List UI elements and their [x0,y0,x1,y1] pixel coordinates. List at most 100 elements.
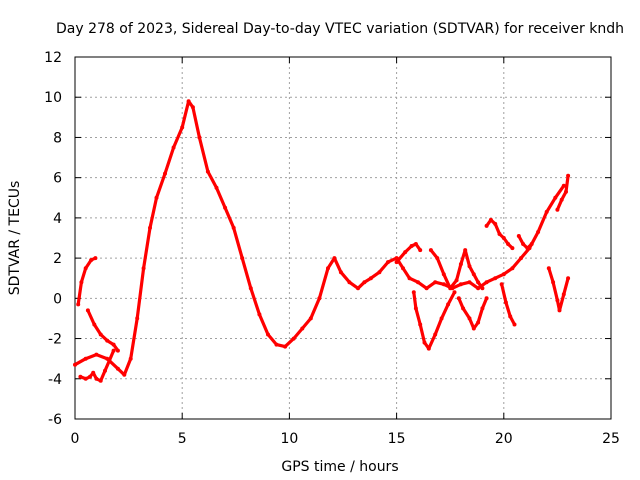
data-point [190,105,195,110]
data-point [89,258,94,263]
data-point [551,280,556,285]
data-point [266,332,270,337]
data-point [308,316,313,321]
data-point [332,256,337,261]
data-point [409,244,414,248]
data-point [94,352,99,357]
data-point [439,316,444,321]
data-point [283,344,288,349]
data-point [407,276,412,281]
data-point [501,272,506,277]
data-point [484,280,489,285]
data-point [107,358,112,363]
data-point [197,135,202,140]
data-point [476,320,481,325]
data-point [83,266,88,271]
data-point [76,302,81,307]
data-point [91,370,96,375]
data-point [544,209,549,214]
data-point [428,248,433,253]
data-point [362,280,367,285]
data-point [83,376,88,381]
data-point [555,207,560,212]
data-point [435,256,440,261]
data-point [461,306,466,311]
y-tick-label: 2 [53,251,62,267]
data-point [338,270,343,275]
data-point [111,348,116,353]
series-seg-d [395,242,422,264]
data-point [467,316,472,321]
data-point [424,286,429,291]
data-point [98,378,103,383]
data-point [94,376,99,381]
data-point [454,278,459,283]
x-tick-label: 5 [178,431,187,447]
data-point [488,217,493,222]
data-point [98,332,103,337]
plot-area [73,99,571,383]
data-point [463,248,468,253]
data-point [115,348,120,353]
series-seg-g [457,296,489,331]
data-point [564,189,568,194]
data-point [501,236,506,240]
series-seg-i [500,282,517,327]
data-point [93,256,98,261]
data-point [458,282,463,287]
data-point [446,302,451,307]
data-point [471,272,476,277]
data-point [433,332,438,337]
data-point [135,316,140,321]
data-point [516,234,521,238]
y-tick-label: 12 [44,50,62,66]
data-point [291,336,296,341]
x-axis: 0 5 10 15 20 25 [71,57,620,447]
data-point [88,374,92,379]
data-point [386,260,390,265]
data-point [510,266,515,271]
data-point [503,300,508,305]
data-point [480,306,485,311]
data-point [448,286,453,291]
data-point [566,173,571,178]
x-axis-label: GPS time / hours [281,459,398,475]
data-point [240,256,245,261]
data-point [163,171,167,176]
data-point [566,276,571,281]
data-point [347,280,352,285]
data-point [73,362,77,367]
data-point [422,340,427,345]
data-point [467,264,472,269]
data-point [171,145,176,150]
data-point [418,322,423,327]
data-point [148,225,152,230]
data-point [416,280,420,285]
data-point [441,282,446,287]
data-point [411,290,416,295]
data-point [493,276,498,281]
data-point [248,286,253,291]
series-main [73,99,566,377]
data-point [506,242,511,246]
data-point [529,242,534,246]
data-point [85,308,90,313]
data-point [418,248,423,253]
data-point [205,169,210,174]
data-point [413,242,418,246]
y-axis: -6 -4 -2 0 2 4 6 8 10 12 [44,50,611,428]
x-tick-label: 15 [388,431,406,447]
data-point [512,322,517,327]
data-point [92,322,97,327]
plot-frame [74,56,612,420]
data-point [154,195,159,200]
grid [75,57,611,419]
y-tick-label: 4 [53,211,62,227]
y-tick-label: 0 [53,291,62,307]
data-point [79,280,84,285]
data-point [426,346,431,351]
data-point [128,356,133,361]
data-point [105,338,110,343]
data-point [111,342,116,347]
